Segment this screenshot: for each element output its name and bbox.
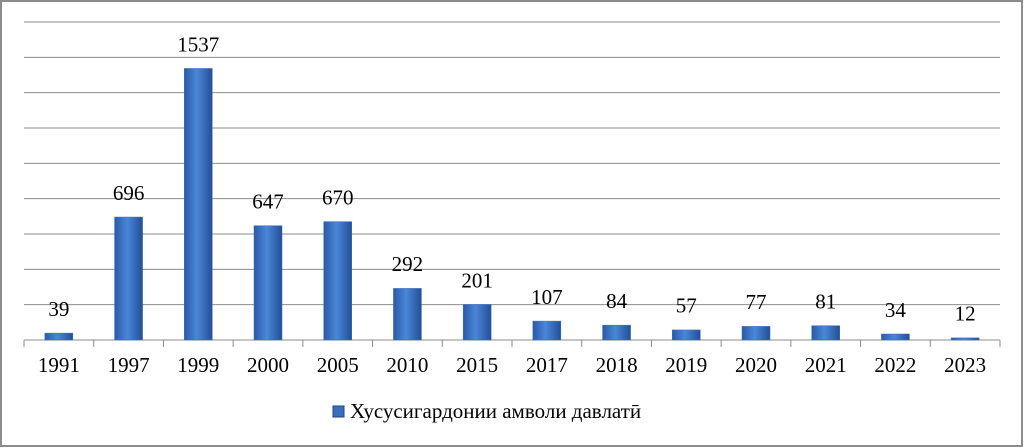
- x-tick-label: 1999: [177, 353, 219, 377]
- value-label: 670: [322, 185, 354, 209]
- x-tick-label: 2010: [386, 353, 428, 377]
- x-tick-label: 2015: [456, 353, 498, 377]
- x-tick-label: 2018: [596, 353, 638, 377]
- value-label: 81: [815, 290, 836, 314]
- value-label: 84: [606, 289, 628, 313]
- value-label: 12: [955, 302, 976, 326]
- x-tick-label: 1991: [38, 353, 80, 377]
- legend-label: Хусусигардонии амволи давлатӣ: [350, 399, 641, 423]
- value-label: 292: [392, 252, 424, 276]
- value-label: 57: [676, 294, 697, 318]
- bar: [811, 325, 840, 341]
- value-label: 34: [885, 298, 907, 322]
- value-label: 201: [461, 268, 493, 292]
- x-tick-label: 2019: [665, 353, 707, 377]
- bar: [184, 68, 213, 341]
- bar: [462, 304, 492, 341]
- bar: [114, 216, 143, 341]
- bar: [672, 329, 701, 341]
- legend-swatch: [332, 405, 345, 418]
- bar: [602, 324, 631, 341]
- x-tick-label: 2017: [526, 353, 568, 377]
- bar: [532, 320, 562, 341]
- legend: Хусусигардонии амволи давлатӣ: [332, 399, 641, 423]
- x-tick-label: 2020: [735, 353, 777, 377]
- value-label: 39: [48, 297, 69, 321]
- value-label: 647: [252, 190, 284, 214]
- bar: [253, 225, 283, 341]
- x-tick-label: 1997: [108, 353, 150, 377]
- x-tick-label: 2021: [805, 353, 847, 377]
- value-label: 696: [113, 181, 145, 205]
- x-tick-label: 2022: [874, 353, 916, 377]
- bar: [950, 337, 980, 341]
- bar: [741, 326, 771, 341]
- value-label: 77: [746, 290, 767, 314]
- x-tick-label: 2005: [317, 353, 359, 377]
- bar: [881, 333, 910, 341]
- value-label: 107: [531, 285, 563, 309]
- bar: [44, 332, 74, 341]
- value-label: 1537: [177, 32, 219, 56]
- bar: [323, 221, 352, 341]
- bar: [393, 288, 422, 341]
- x-tick-label: 2023: [944, 353, 986, 377]
- x-tick-label: 2000: [247, 353, 289, 377]
